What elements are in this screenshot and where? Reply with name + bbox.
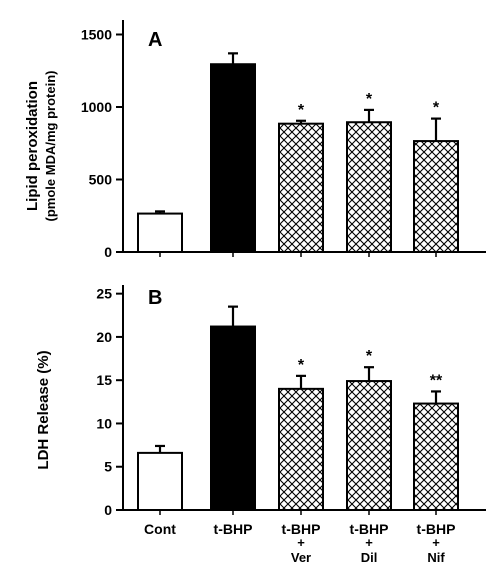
panel-a-chart: A Lipid peroxidation (pmole MDA/mg prote… bbox=[24, 20, 486, 260]
panel-b-y-tick-label: 15 bbox=[96, 372, 112, 388]
panel-a-y-tick-label: 500 bbox=[89, 172, 113, 188]
panel-b-bar bbox=[210, 325, 256, 511]
x-category-sublabel: Dil bbox=[361, 550, 378, 565]
panel-a-y-tick-label: 0 bbox=[104, 244, 112, 260]
panel-b-significance-marker: * bbox=[366, 348, 373, 365]
x-category-sublabel: Nif bbox=[427, 550, 445, 565]
x-category-plus: + bbox=[365, 535, 373, 550]
panel-a-significance-marker: * bbox=[366, 91, 373, 108]
panel-a-bar bbox=[137, 212, 183, 253]
panel-b-ylabel: LDH Release (%) bbox=[35, 350, 52, 469]
panel-a-bars: * * * bbox=[137, 52, 459, 253]
panel-b-bar bbox=[278, 387, 324, 512]
panel-a-bar bbox=[346, 121, 392, 253]
panel-b-y-tick-label: 25 bbox=[96, 286, 112, 302]
panel-a-significance-marker: * bbox=[433, 100, 440, 117]
x-category-label: t-BHP bbox=[214, 521, 253, 537]
x-category-plus: + bbox=[432, 535, 440, 550]
panel-b-significance-marker: ** bbox=[430, 372, 443, 389]
panel-a-bar bbox=[278, 122, 324, 253]
panel-a-ylabel-sub: (pmole MDA/mg protein) bbox=[43, 71, 58, 222]
panel-a-bar bbox=[413, 140, 459, 253]
panel-b-y-tick-label: 0 bbox=[104, 502, 112, 518]
panel-b-bar bbox=[413, 402, 459, 511]
panel-a-y-tick-label: 1500 bbox=[81, 27, 112, 43]
panel-b-bar bbox=[137, 451, 183, 511]
panel-b-y-tick-label: 20 bbox=[96, 329, 112, 345]
panel-b-bar bbox=[346, 380, 392, 511]
x-category-sublabel: Ver bbox=[291, 550, 311, 565]
panel-b-y-tick-label: 5 bbox=[104, 459, 112, 475]
x-category-label: t-BHP bbox=[282, 521, 321, 537]
x-category-plus: + bbox=[297, 535, 305, 550]
panel-a-letter: A bbox=[148, 29, 162, 51]
panel-b-y-tick-label: 10 bbox=[96, 415, 112, 431]
panel-a-y-tick-label: 1000 bbox=[81, 99, 112, 115]
x-category-label: t-BHP bbox=[350, 521, 389, 537]
panel-b-letter: B bbox=[148, 287, 162, 309]
x-category-label: Cont bbox=[144, 521, 176, 537]
panel-b-significance-marker: * bbox=[298, 357, 305, 374]
panel-a-ylabel: Lipid peroxidation bbox=[24, 81, 41, 211]
panel-b-bars: **** bbox=[137, 305, 459, 512]
panel-a-bar bbox=[210, 63, 256, 253]
x-category-label: t-BHP bbox=[417, 521, 456, 537]
panel-a-significance-marker: * bbox=[298, 102, 305, 119]
